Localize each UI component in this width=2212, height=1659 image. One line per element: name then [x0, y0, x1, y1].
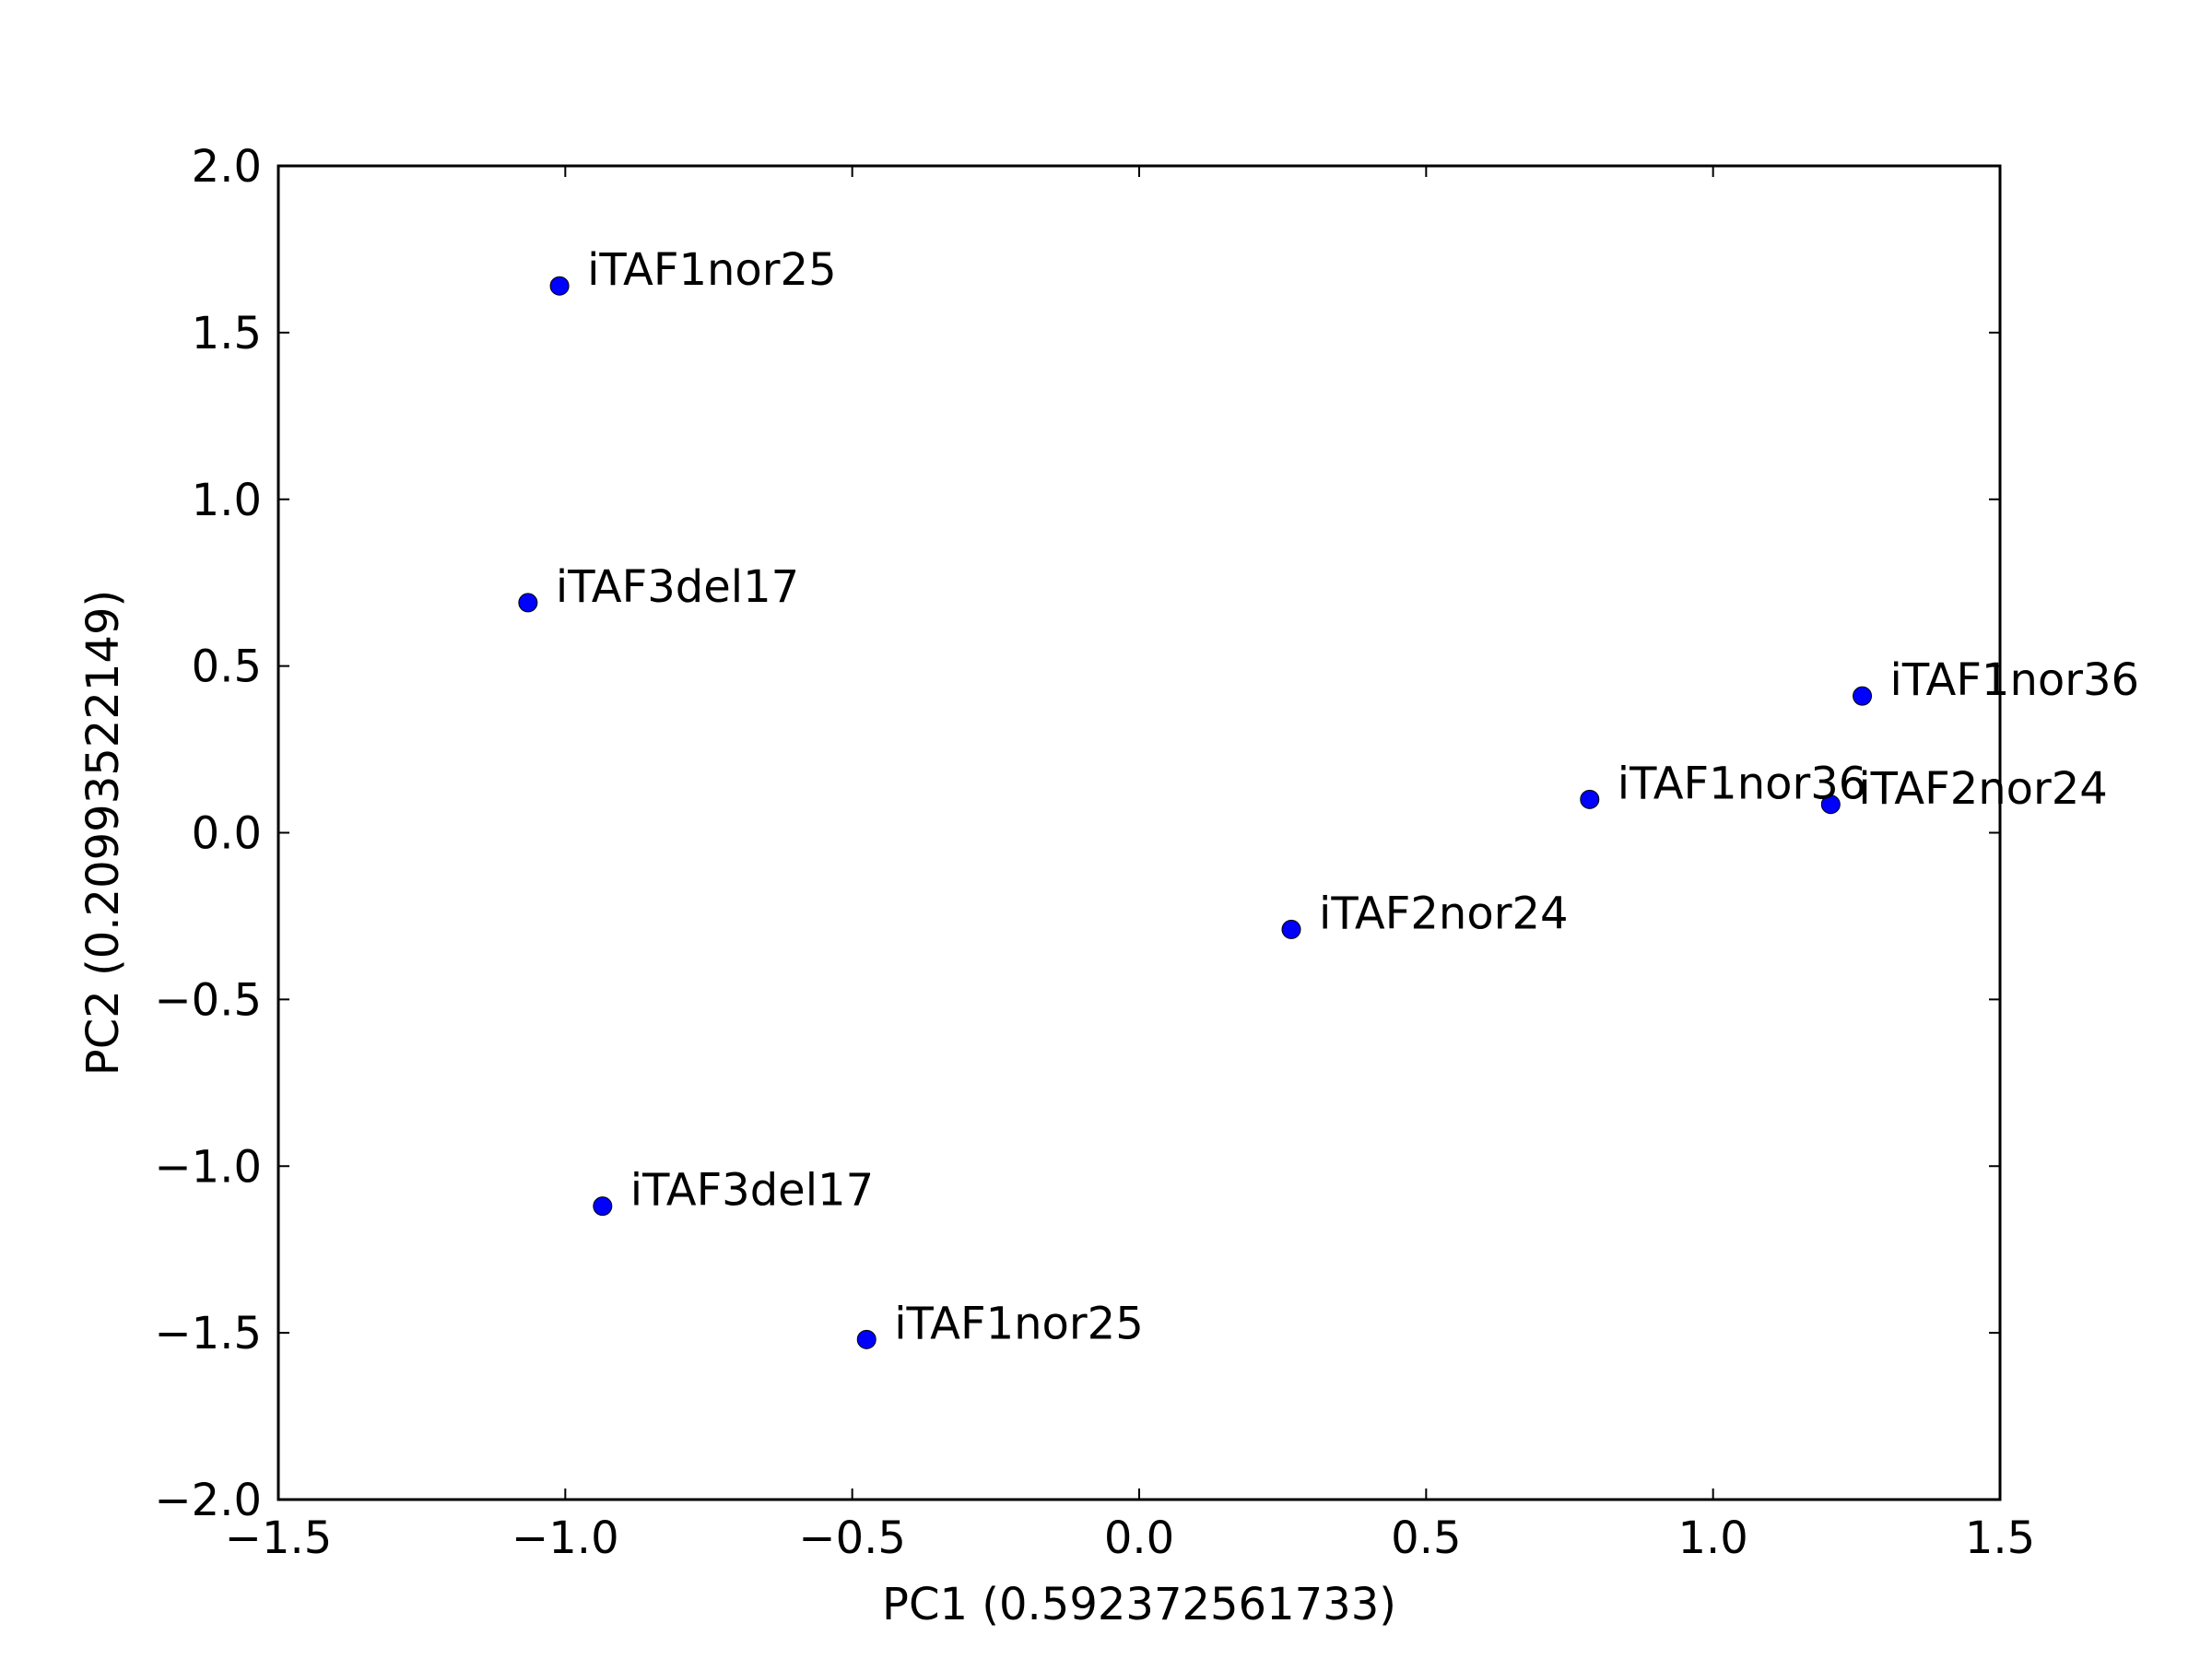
- data-point-label: iTAF1nor36: [1618, 758, 1867, 809]
- y-tick-label: 1.5: [192, 308, 262, 359]
- data-point-label: iTAF2nor24: [1858, 763, 2108, 815]
- y-tick-label: 2.0: [192, 141, 262, 193]
- x-tick-label: −1.5: [225, 1512, 333, 1564]
- data-point: [1281, 919, 1301, 939]
- y-tick-label: 0.5: [192, 641, 262, 693]
- data-point: [1853, 686, 1873, 706]
- data-point: [1580, 789, 1600, 809]
- data-point: [1820, 794, 1841, 815]
- x-axis-label: PC1 (0.592372561733): [882, 1579, 1396, 1630]
- data-points: [518, 276, 1873, 1349]
- data-point-label: iTAF1nor25: [894, 1298, 1144, 1349]
- x-tick-label: −1.0: [512, 1512, 619, 1564]
- x-tick-label: 0.5: [1391, 1512, 1461, 1564]
- y-tick-label: 1.0: [192, 475, 262, 526]
- data-point-label: iTAF3del17: [556, 561, 799, 613]
- data-point: [856, 1329, 877, 1349]
- plot-area-frame: [276, 164, 2002, 1501]
- data-point-label: iTAF1nor25: [587, 244, 837, 296]
- y-tick-label: 0.0: [192, 808, 262, 860]
- x-tick-label: 0.0: [1104, 1512, 1174, 1564]
- axis-tick-labels: −1.5 −1.0 −0.5 0.0 0.5 1.0 1.5−2.0−1.5−1.0−0.5…: [154, 141, 2035, 1564]
- y-tick-label: −1.5: [154, 1308, 262, 1359]
- data-point: [549, 276, 570, 296]
- x-tick-label: 1.0: [1677, 1512, 1747, 1564]
- data-point-label: iTAF3del17: [630, 1165, 874, 1217]
- x-tick-label: −0.5: [798, 1512, 906, 1564]
- y-axis-label: PC2 (0.20993522149): [77, 590, 129, 1076]
- data-point-label: iTAF2nor24: [1319, 888, 1569, 939]
- data-point: [518, 593, 538, 613]
- data-point: [593, 1196, 613, 1217]
- y-tick-label: −0.5: [154, 974, 262, 1026]
- x-tick-label: 1.5: [1965, 1512, 2035, 1564]
- y-tick-label: −1.0: [154, 1141, 262, 1193]
- data-point-label: iTAF1nor36: [1890, 654, 2140, 706]
- y-tick-label: −2.0: [154, 1475, 262, 1526]
- data-point-labels: iTAF1nor25 iTAF3del17 iTAF1nor36 iTAF1nor36…: [556, 244, 2139, 1349]
